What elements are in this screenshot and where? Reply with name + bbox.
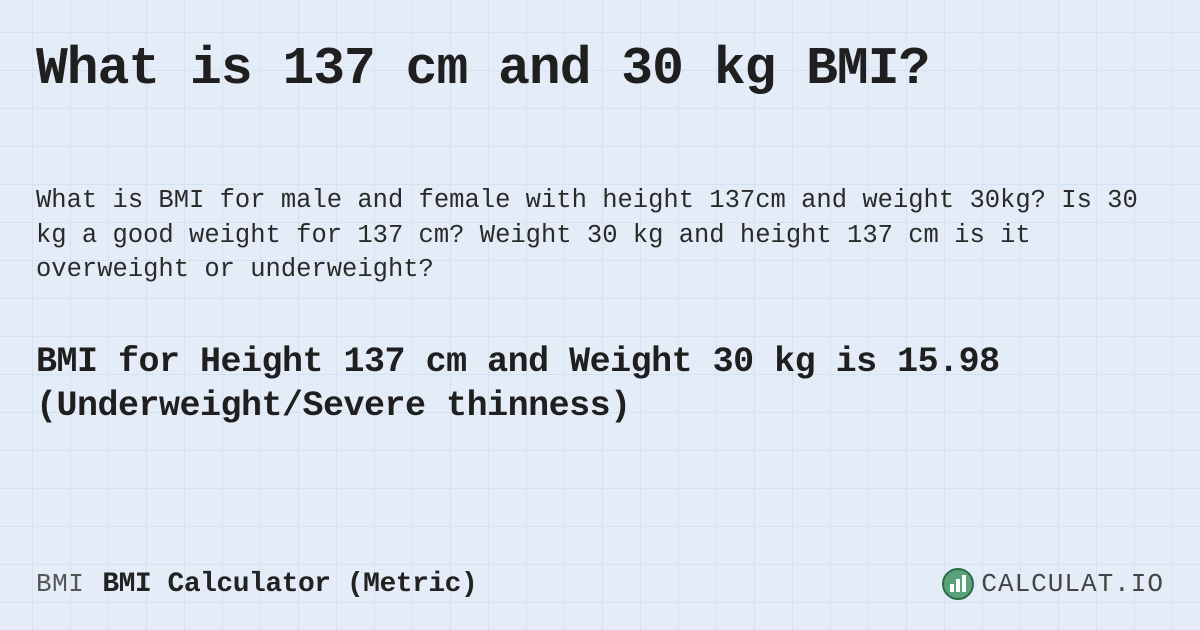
brand: CALCULAT.IO <box>941 567 1164 601</box>
bmi-category-label: BMI <box>36 569 84 599</box>
page-title: What is 137 cm and 30 kg BMI? <box>36 40 1164 98</box>
calculator-name: BMI Calculator (Metric) <box>102 569 477 600</box>
brand-chart-icon <box>941 567 975 601</box>
brand-text: CALCULAT.IO <box>981 569 1164 599</box>
bmi-result: BMI for Height 137 cm and Weight 30 kg i… <box>36 340 1164 430</box>
footer-left: BMI BMI Calculator (Metric) <box>36 569 477 600</box>
body-paragraph: What is BMI for male and female with hei… <box>36 184 1164 287</box>
footer: BMI BMI Calculator (Metric) CALCULAT.IO <box>0 552 1200 630</box>
content-area: What is 137 cm and 30 kg BMI? What is BM… <box>0 0 1200 429</box>
